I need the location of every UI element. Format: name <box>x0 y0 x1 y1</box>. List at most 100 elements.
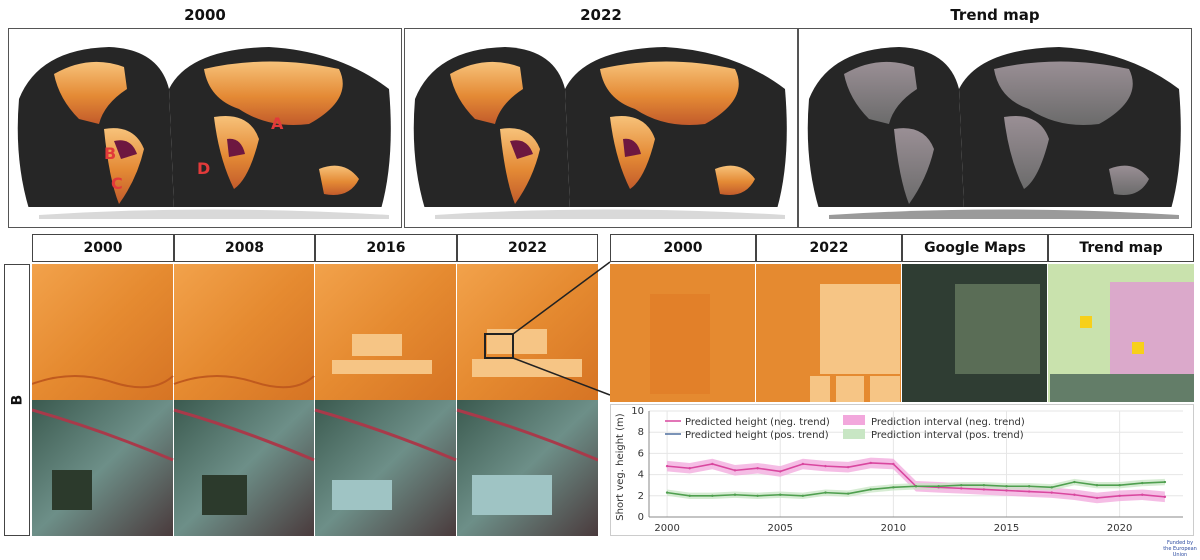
legend-pos-band: Prediction interval (pos. trend) <box>871 430 1024 441</box>
grid-header-2022: 2022 <box>457 234 598 262</box>
map-title-2022: 2022 <box>580 6 622 24</box>
height-trend-chart: 0 2 4 6 8 10 2000 2005 2010 2015 2020 Short veg. h… <box>610 404 1194 536</box>
region-b-side-label: B <box>4 264 30 536</box>
point-series-0-2018 <box>1073 493 1076 496</box>
zoom-tiles-row <box>610 264 1194 402</box>
zoom-header-google-maps: Google Maps <box>902 234 1048 262</box>
zoom-box <box>484 333 514 359</box>
y-tick-label-10: 10 <box>631 406 644 417</box>
x-tick-label-2005: 2005 <box>768 523 793 534</box>
zoom-header-trend-map: Trend map <box>1048 234 1194 262</box>
chart-lines <box>665 461 1167 500</box>
point-series-0-2009 <box>869 461 872 465</box>
legend-swatch-pos-band <box>843 429 865 439</box>
legend-neg-line: Predicted height (neg. trend) <box>685 417 830 428</box>
point-series-0-2022 <box>1163 495 1167 499</box>
point-series-0-2002 <box>711 462 714 466</box>
point-series-1-2002 <box>711 494 714 497</box>
grid-header-2008: 2008 <box>174 234 315 262</box>
map-label-a: A <box>271 114 284 133</box>
world-map-2022-graphic <box>405 47 797 227</box>
zoom-header-2022: 2022 <box>756 234 902 262</box>
grid-header-2000: 2000 <box>32 234 174 262</box>
world-map-2000-graphic: A B C D <box>9 47 401 227</box>
point-series-1-2020 <box>1118 484 1121 487</box>
point-series-1-2014 <box>982 484 986 487</box>
point-series-1-2008 <box>846 492 850 495</box>
zoom-tiles-graphic <box>610 264 1194 402</box>
height-trend-chart-svg: 0 2 4 6 8 10 2000 2005 2010 2015 2020 Short veg. h… <box>615 406 1183 534</box>
legend-swatch-neg-band <box>843 415 865 425</box>
y-tick-label-8: 8 <box>638 427 644 438</box>
y-tick-label-2: 2 <box>638 491 644 502</box>
map-label-b: B <box>104 144 116 163</box>
map-title-trend: Trend map <box>950 6 1040 24</box>
point-series-0-2003 <box>733 469 737 472</box>
point-series-0-2016 <box>1027 490 1031 493</box>
point-series-1-2021 <box>1141 481 1144 485</box>
point-series-1-2004 <box>756 494 759 497</box>
map-label-c: C <box>111 174 123 193</box>
point-series-1-2019 <box>1095 484 1099 487</box>
world-map-2000: A B C D <box>8 28 402 228</box>
x-tick-label-2015: 2015 <box>994 523 1019 534</box>
grid-header-2016: 2016 <box>315 234 457 262</box>
world-map-trend <box>798 28 1192 228</box>
point-series-1-2018 <box>1073 480 1076 484</box>
point-series-0-2007 <box>824 464 827 468</box>
point-series-1-2000 <box>665 491 669 494</box>
point-series-0-2020 <box>1118 494 1121 497</box>
y-tick-label-6: 6 <box>638 448 644 459</box>
point-series-0-2000 <box>665 464 669 468</box>
point-series-0-2004 <box>756 467 759 470</box>
point-series-1-2001 <box>688 494 691 497</box>
point-series-1-2005 <box>779 493 782 496</box>
point-series-0-2019 <box>1095 496 1099 500</box>
x-tick-label-2020: 2020 <box>1107 523 1132 534</box>
point-series-1-2010 <box>892 486 895 489</box>
point-series-1-2007 <box>824 491 827 494</box>
map-label-d: D <box>197 159 210 178</box>
point-series-0-2010 <box>892 462 895 466</box>
world-map-2022 <box>404 28 798 228</box>
world-map-trend-graphic <box>799 47 1191 227</box>
band-series-1 <box>667 478 1165 499</box>
x-tick-label-2010: 2010 <box>881 523 906 534</box>
height-tiles-graphic <box>31 264 598 400</box>
height-tiles-row <box>31 264 598 400</box>
eu-funding-badge: Funded by the European Union <box>1162 540 1198 558</box>
point-series-1-2011 <box>914 485 918 488</box>
point-series-1-2013 <box>960 484 963 487</box>
satellite-tiles-graphic <box>31 400 599 536</box>
point-series-1-2009 <box>869 488 872 491</box>
point-series-0-2005 <box>779 470 782 473</box>
point-series-1-2022 <box>1163 480 1167 484</box>
point-series-0-2014 <box>982 488 986 491</box>
point-series-1-2017 <box>1050 486 1053 489</box>
zoom-header-2000: 2000 <box>610 234 756 262</box>
point-series-0-2021 <box>1141 493 1144 496</box>
eu-funding-line-1: Funded by <box>1166 540 1194 546</box>
legend-pos-line: Predicted height (pos. trend) <box>685 430 829 441</box>
point-series-1-2016 <box>1027 485 1031 488</box>
point-series-0-2008 <box>846 465 850 469</box>
point-series-0-2006 <box>801 462 805 466</box>
point-series-0-2013 <box>960 487 963 490</box>
chart-legend: Predicted height (neg. trend) Predicted … <box>665 415 1025 441</box>
point-series-1-2015 <box>1005 485 1008 488</box>
satellite-tiles-row <box>31 400 599 536</box>
map-title-2000: 2000 <box>184 6 226 24</box>
point-series-0-2001 <box>688 467 691 470</box>
point-series-1-2012 <box>937 485 940 488</box>
x-tick-label-2000: 2000 <box>654 523 679 534</box>
chart-axes: 0 2 4 6 8 10 2000 2005 2010 2015 2020 <box>631 406 1183 534</box>
chart-ylabel: Short veg. height (m) <box>615 413 626 520</box>
eu-funding-line-2: the European Union <box>1163 546 1197 558</box>
point-series-0-2017 <box>1050 491 1053 494</box>
point-series-1-2003 <box>733 493 737 496</box>
y-tick-label-0: 0 <box>638 512 644 523</box>
legend-neg-band: Prediction interval (neg. trend) <box>871 417 1025 428</box>
point-series-1-2006 <box>801 494 805 497</box>
point-series-0-2015 <box>1005 489 1008 492</box>
